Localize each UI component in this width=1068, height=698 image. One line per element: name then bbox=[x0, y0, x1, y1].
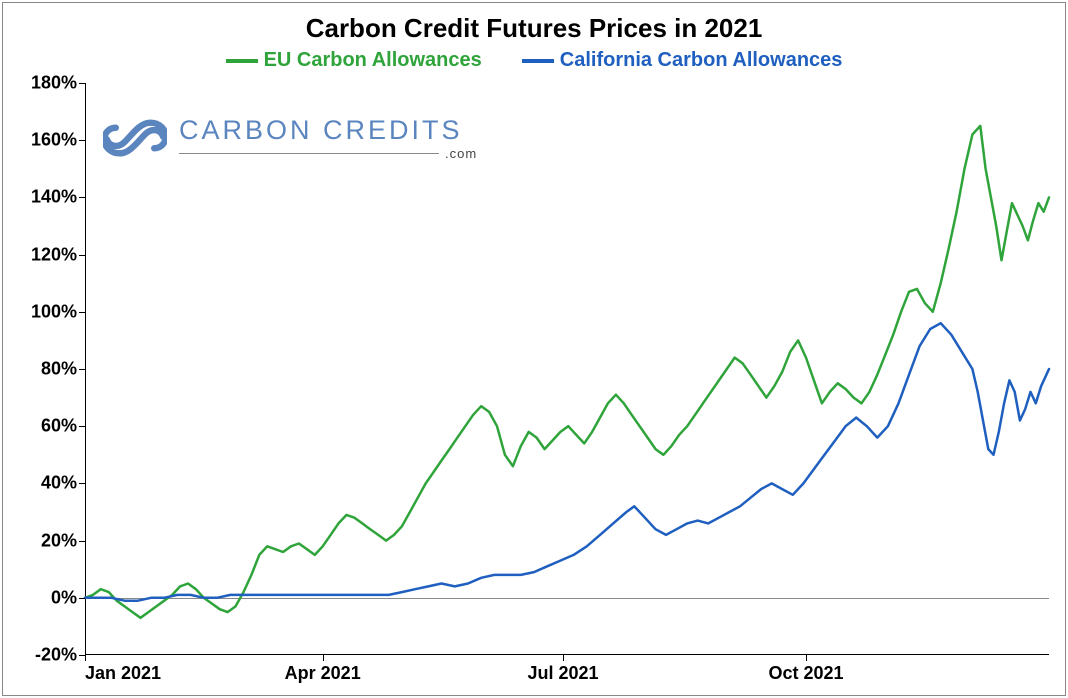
series-line bbox=[85, 323, 1049, 601]
x-tick bbox=[323, 655, 324, 661]
y-axis-label: 140% bbox=[31, 187, 77, 208]
legend-item-california: California Carbon Allowances bbox=[522, 49, 843, 72]
y-axis-label: -20% bbox=[35, 645, 77, 666]
y-tick bbox=[79, 197, 85, 198]
legend: EU Carbon Allowances California Carbon A… bbox=[3, 49, 1065, 72]
legend-label-eu: EU Carbon Allowances bbox=[264, 49, 482, 72]
y-tick bbox=[79, 140, 85, 141]
line-chart-svg bbox=[85, 83, 1049, 655]
infinity-icon bbox=[103, 111, 167, 165]
x-tick bbox=[85, 655, 86, 661]
x-axis-label: Jan 2021 bbox=[85, 663, 161, 684]
logo-text: CARBON CREDITS bbox=[179, 115, 477, 146]
legend-swatch-california bbox=[522, 59, 554, 63]
y-tick bbox=[79, 483, 85, 484]
x-axis-label: Apr 2021 bbox=[285, 663, 361, 684]
x-axis-label: Oct 2021 bbox=[768, 663, 843, 684]
y-axis-label: 80% bbox=[41, 359, 77, 380]
y-axis-label: 60% bbox=[41, 416, 77, 437]
y-axis-label: 120% bbox=[31, 244, 77, 265]
legend-label-california: California Carbon Allowances bbox=[560, 49, 843, 72]
y-tick bbox=[79, 255, 85, 256]
chart-title: Carbon Credit Futures Prices in 2021 bbox=[3, 13, 1065, 44]
logo-underline bbox=[179, 153, 439, 154]
plot-area: -20%0%20%40%60%80%100%120%140%160%180%Ja… bbox=[85, 83, 1049, 655]
y-tick bbox=[79, 541, 85, 542]
x-tick bbox=[806, 655, 807, 661]
y-axis-label: 180% bbox=[31, 73, 77, 94]
legend-item-eu: EU Carbon Allowances bbox=[226, 49, 482, 72]
y-axis-label: 20% bbox=[41, 530, 77, 551]
chart-container: Carbon Credit Futures Prices in 2021 EU … bbox=[2, 2, 1066, 696]
y-axis-label: 100% bbox=[31, 301, 77, 322]
y-axis-label: 160% bbox=[31, 130, 77, 151]
y-tick bbox=[79, 598, 85, 599]
watermark-logo: CARBON CREDITS .com bbox=[103, 111, 477, 165]
logo-text-wrap: CARBON CREDITS .com bbox=[179, 115, 477, 161]
x-axis-label: Jul 2021 bbox=[528, 663, 599, 684]
y-tick bbox=[79, 312, 85, 313]
x-tick bbox=[563, 655, 564, 661]
y-axis-label: 0% bbox=[51, 587, 77, 608]
y-tick bbox=[79, 83, 85, 84]
y-tick bbox=[79, 426, 85, 427]
y-axis-label: 40% bbox=[41, 473, 77, 494]
logo-com: .com bbox=[445, 146, 477, 161]
logo-sub-wrap: .com bbox=[179, 146, 477, 161]
legend-swatch-eu bbox=[226, 59, 258, 63]
y-tick bbox=[79, 369, 85, 370]
series-line bbox=[85, 126, 1049, 618]
